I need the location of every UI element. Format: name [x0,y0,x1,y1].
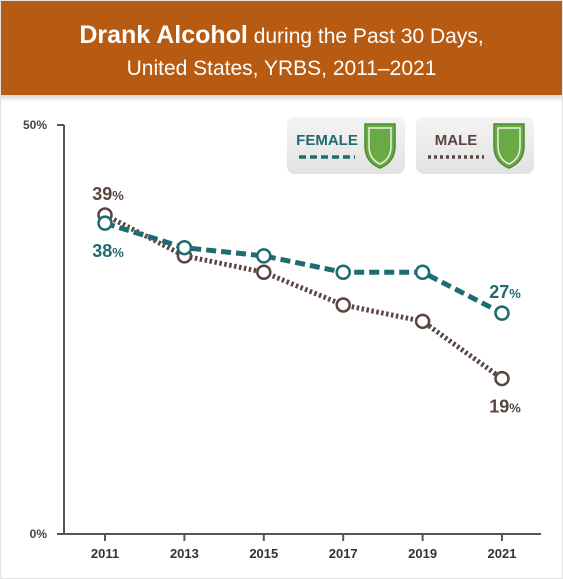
chart-title: Drank Alcohol during the Past 30 Days, [1,21,562,51]
chart-header: Drank Alcohol during the Past 30 Days, U… [1,1,562,95]
point-female-2019 [414,264,431,280]
point-male-2015 [256,264,272,280]
axes: 0% 50% 2011 2013 2015 2017 2019 2021 [23,118,541,561]
point-female-2013 [176,239,193,256]
point-female-2021 [494,305,510,321]
header-shadow [1,95,562,102]
legend-male-label: MALE [435,132,478,149]
point-male-2017 [335,297,351,313]
series-layer [97,207,510,387]
x-tick-label: 2013 [170,546,199,561]
y-tick-label: 50% [23,118,47,132]
chart-title-rest: during the Past 30 Days, [247,25,484,48]
data-label-male-2021: 19% [489,397,521,417]
x-tick-label: 2011 [91,546,119,561]
legend-female-label: FEMALE [296,132,358,149]
point-male-2021 [494,370,510,387]
x-tick-label: 2021 [488,546,517,561]
point-male-2019 [414,313,431,330]
point-female-2015 [256,248,272,264]
point-female-2017 [335,264,351,280]
series-line-female [104,220,504,316]
chart-subtitle: United States, YRBS, 2011–2021 [126,57,437,80]
data-label-male-2011: 39% [92,184,124,204]
legend: FEMALE MALE [287,117,534,174]
data-label-female-2021: 27% [489,282,521,302]
x-tick-label: 2019 [408,546,437,561]
chart-title-strong: Drank Alcohol [79,21,248,49]
shield-check-icon [364,123,396,169]
data-labels: 39% 38% 27% 19% [92,184,521,417]
x-tick-label: 2015 [249,546,278,561]
legend-female: FEMALE [287,117,405,174]
data-label-female-2011: 38% [92,241,124,261]
y-tick-label: 0% [30,527,48,541]
x-tick-label: 2017 [329,546,358,561]
legend-male: MALE [416,117,534,174]
point-female-2011 [97,215,113,231]
shield-check-icon [493,123,525,169]
